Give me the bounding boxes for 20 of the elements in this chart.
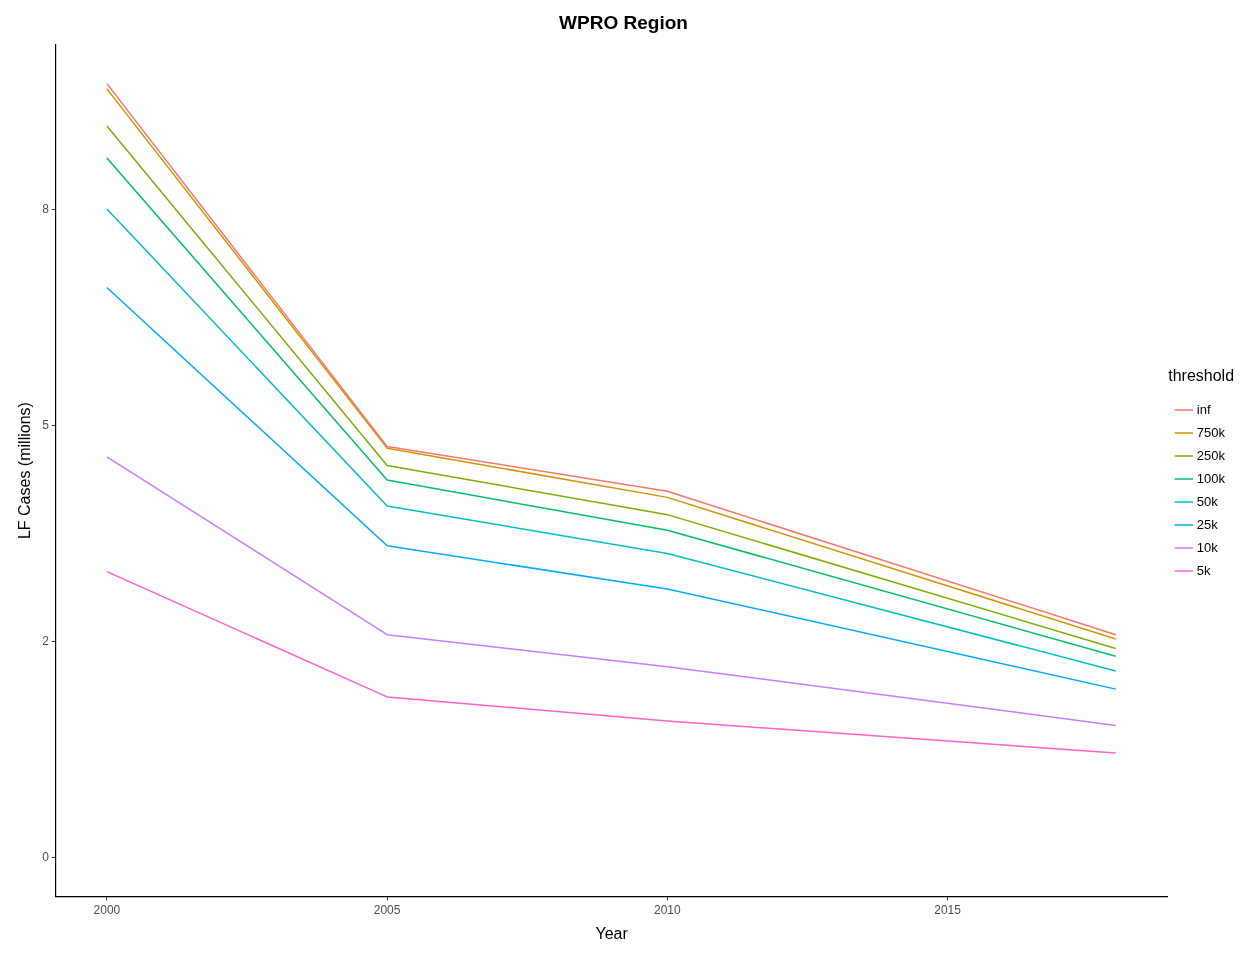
legend-label: inf	[1196, 401, 1211, 417]
legend-label: 750k	[1196, 424, 1226, 440]
y-tick-label: 5	[42, 418, 50, 432]
x-tick-label: 2005	[373, 902, 401, 917]
y-tick-label: 2	[42, 633, 50, 648]
legend-title: threshold	[1168, 366, 1235, 384]
x-tick-label: 2015	[934, 902, 962, 917]
x-tick-label: 2000	[93, 902, 121, 917]
chart-title: WPRO Region	[559, 11, 688, 33]
y-tick-label: 8	[42, 202, 50, 217]
legend-label: 25k	[1196, 516, 1219, 532]
legend-label: 250k	[1196, 447, 1226, 463]
legend-label: 50k	[1196, 493, 1219, 509]
legend-label: 100k	[1196, 470, 1226, 486]
y-tick-label: 0	[42, 849, 50, 864]
y-axis-title: LF Cases (millions)	[16, 402, 34, 540]
legend-label: 5k	[1196, 562, 1212, 578]
legend-label: 10k	[1196, 539, 1219, 555]
x-axis-title: Year	[595, 924, 629, 942]
x-tick-label: 2010	[654, 902, 682, 917]
